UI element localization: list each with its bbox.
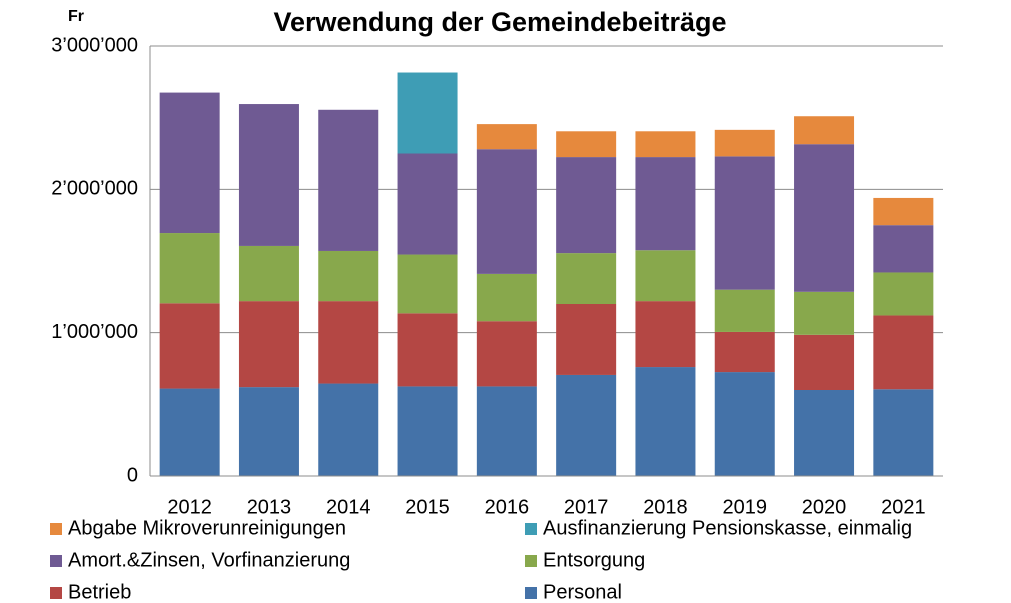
bar-segment — [159, 303, 220, 389]
legend-label: Personal — [543, 581, 622, 603]
bar-segment — [159, 92, 220, 234]
bar-segment — [238, 245, 299, 302]
x-tick-label: 2019 — [723, 496, 768, 518]
y-axis-label: Fr — [68, 8, 84, 25]
legend-label: Amort.&Zinsen, Vorfinanzierung — [68, 549, 350, 571]
y-tick-label: 2’000’000 — [51, 178, 138, 200]
bar-segment — [159, 388, 220, 476]
y-tick-label: 3’000’000 — [51, 34, 138, 56]
bar-segment — [794, 291, 855, 335]
bar-segment — [873, 315, 934, 390]
chart-title: Verwendung der Gemeindebeiträge — [273, 7, 726, 37]
bar-segment — [556, 304, 617, 375]
bar-segment — [397, 386, 458, 476]
legend-swatch — [50, 523, 62, 535]
legend-swatch — [50, 587, 62, 599]
bar-segment — [794, 390, 855, 476]
x-tick-label: 2013 — [247, 496, 292, 518]
bar-segment — [635, 301, 696, 368]
bar-segment — [714, 331, 775, 373]
bar-segment — [873, 272, 934, 316]
x-tick-label: 2015 — [405, 496, 450, 518]
x-tick-label: 2021 — [881, 496, 926, 518]
legend-swatch — [525, 555, 537, 567]
x-tick-label: 2012 — [167, 496, 212, 518]
bar-segment — [635, 157, 696, 251]
bar-segment — [397, 72, 458, 154]
x-tick-label: 2016 — [485, 496, 530, 518]
bar-segment — [397, 254, 458, 314]
bar-segment — [318, 301, 379, 384]
legend-label: Ausfinanzierung Pensionskasse, einmalig — [543, 517, 912, 539]
bar-segment — [873, 197, 934, 226]
bar-segment — [794, 334, 855, 390]
legend-label: Abgabe Mikroverunreinigungen — [68, 517, 346, 539]
y-tick-label: 1’000’000 — [51, 321, 138, 343]
bar-segment — [476, 321, 537, 387]
bar-segment — [635, 131, 696, 158]
y-tick-label: 0 — [127, 464, 138, 486]
bar-segment — [397, 313, 458, 387]
bar-segment — [873, 389, 934, 476]
bar-segment — [714, 372, 775, 476]
bar-segment — [476, 124, 537, 150]
bar-segment — [318, 383, 379, 476]
bar-segment — [159, 233, 220, 304]
x-tick-label: 2014 — [326, 496, 371, 518]
bar-segment — [635, 250, 696, 302]
legend-swatch — [525, 523, 537, 535]
bar-segment — [476, 149, 537, 274]
x-tick-label: 2020 — [802, 496, 847, 518]
bar-segment — [476, 273, 537, 322]
bar-segment — [556, 157, 617, 254]
legend-swatch — [525, 587, 537, 599]
x-tick-label: 2018 — [643, 496, 688, 518]
bar-segment — [397, 153, 458, 255]
bar-segment — [238, 104, 299, 246]
legend-label: Betrieb — [68, 581, 131, 603]
legend-swatch — [50, 555, 62, 567]
bar-segment — [714, 129, 775, 157]
bar-segment — [318, 250, 379, 302]
bar-segment — [714, 156, 775, 290]
bar-segment — [556, 374, 617, 476]
bar-segment — [476, 386, 537, 476]
bar-segment — [794, 116, 855, 145]
bar-segment — [238, 301, 299, 388]
bar-segment — [238, 387, 299, 476]
bar-segment — [714, 289, 775, 332]
bar-segment — [318, 109, 379, 251]
bar-segment — [556, 253, 617, 304]
legend-label: Entsorgung — [543, 549, 645, 571]
x-tick-label: 2017 — [564, 496, 609, 518]
bar-segment — [556, 131, 617, 158]
bar-segment — [794, 144, 855, 292]
bar-segment — [635, 367, 696, 476]
bar-segment — [873, 225, 934, 273]
